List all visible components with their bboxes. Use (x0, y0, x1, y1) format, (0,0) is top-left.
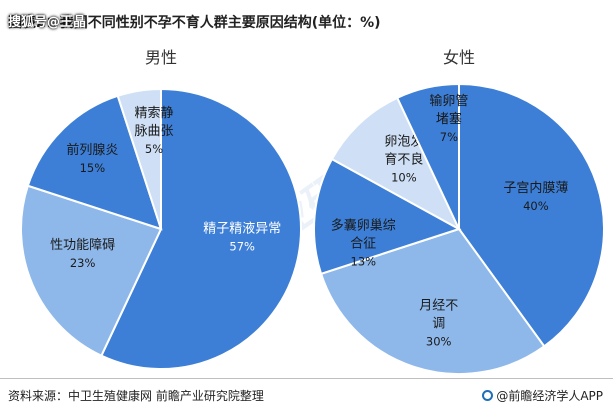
slice-label: 前列腺炎 (66, 142, 118, 158)
slice-label: 精索静脉曲张 (134, 106, 173, 139)
slice-label: 子宫内膜薄 (503, 180, 568, 196)
pie-slice (20, 184, 163, 358)
slice-value-label: 10% (391, 170, 417, 184)
slice-label: 精子精液异常 (203, 221, 281, 236)
slice-label: 卵泡发育不良 (384, 133, 423, 167)
slice-label: 多囊卵巢综合征 (331, 218, 396, 252)
slice-label: 性功能障碍 (50, 238, 115, 253)
pie-slice (330, 96, 462, 232)
figure-title: 图表2：我国不同性别不孕不育人群主要原因结构(单位：%) (8, 15, 381, 31)
pie-charts: 前瞻产业研究院 男性精子精液异常57%性功能障碍23%前列腺炎15%精索静脉曲张… (20, 48, 605, 375)
slice-value-label: 23% (70, 256, 96, 270)
pie-slice (313, 157, 462, 276)
pie-slice (395, 82, 460, 230)
slice-value-label: 7% (440, 130, 458, 144)
source-overlay-badge: 搜狐号@王晶 (8, 15, 87, 30)
footer-divider (0, 378, 613, 379)
slice-value-label: 5% (145, 142, 163, 156)
slice-value-label: 15% (80, 161, 106, 175)
pie-slice (116, 87, 162, 230)
source-note: 资料来源：中卫生殖健康网 前瞻产业研究院整理 (8, 389, 264, 403)
slice-value-label: 57% (229, 239, 255, 253)
pie-slice (458, 82, 605, 348)
pie-slice (319, 227, 546, 375)
slice-value-label: 40% (523, 199, 549, 213)
slice-value-label: 13% (351, 255, 377, 269)
slice-label: 月经不调 (419, 298, 458, 331)
brand-credit: @前瞻经济学人APP (482, 387, 603, 404)
slice-value-label: 30% (426, 334, 452, 348)
slice-label: 输卵管堵塞 (429, 93, 468, 127)
brand-logo-icon (482, 390, 494, 401)
brand-credit-text: @前瞻经济学人APP (496, 389, 603, 403)
pie-title: 女性 (443, 48, 475, 67)
pie-title: 男性 (145, 48, 177, 67)
pie-slice (100, 87, 302, 370)
